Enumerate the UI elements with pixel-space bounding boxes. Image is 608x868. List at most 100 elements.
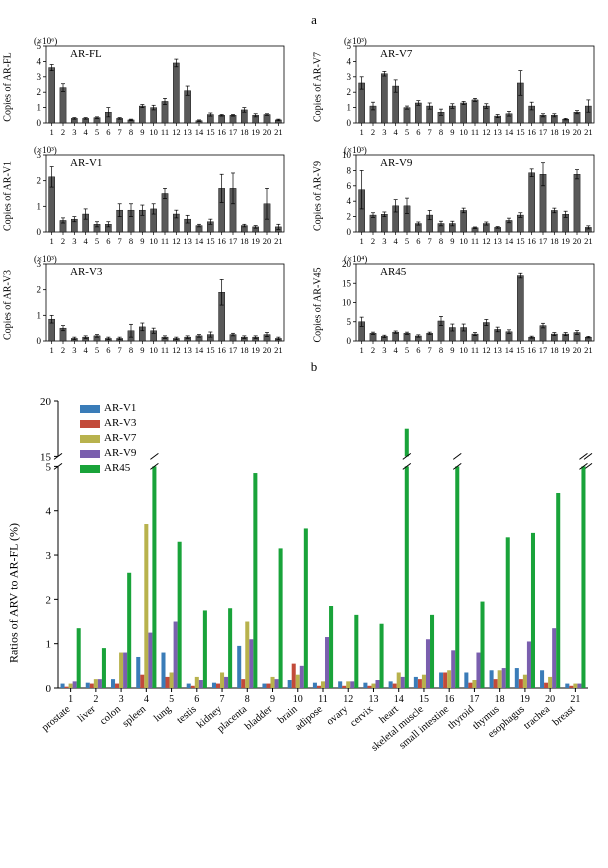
svg-text:18: 18 bbox=[550, 236, 559, 246]
svg-text:3: 3 bbox=[37, 72, 42, 82]
svg-text:16: 16 bbox=[217, 345, 226, 355]
svg-text:5: 5 bbox=[405, 127, 409, 137]
svg-text:1: 1 bbox=[37, 201, 42, 211]
svg-text:20: 20 bbox=[342, 259, 352, 269]
svg-text:15: 15 bbox=[206, 127, 215, 137]
svg-text:3: 3 bbox=[72, 236, 76, 246]
svg-text:5: 5 bbox=[347, 317, 352, 327]
svg-text:3: 3 bbox=[37, 150, 42, 160]
svg-text:13: 13 bbox=[183, 127, 192, 137]
svg-text:18: 18 bbox=[240, 345, 249, 355]
ylabel: Copies of AR-V1 bbox=[3, 161, 14, 231]
panel-b-chart: Ratios of ARV to AR-FL (%) 01234515201pr… bbox=[10, 393, 608, 793]
svg-text:adipose: adipose bbox=[293, 704, 325, 733]
svg-text:7: 7 bbox=[118, 127, 122, 137]
svg-text:17: 17 bbox=[229, 127, 238, 137]
svg-text:21: 21 bbox=[584, 127, 593, 137]
svg-text:6: 6 bbox=[416, 127, 420, 137]
svg-text:17: 17 bbox=[539, 127, 548, 137]
svg-text:4: 4 bbox=[347, 56, 352, 66]
svg-text:5: 5 bbox=[405, 236, 409, 246]
svg-text:10: 10 bbox=[459, 236, 468, 246]
svg-text:1: 1 bbox=[347, 103, 352, 113]
subplot-title: AR-FL bbox=[70, 48, 102, 60]
svg-text:20: 20 bbox=[545, 694, 555, 705]
svg-text:14: 14 bbox=[195, 127, 204, 137]
svg-text:5: 5 bbox=[37, 41, 42, 51]
svg-text:6: 6 bbox=[106, 236, 110, 246]
svg-text:0: 0 bbox=[347, 336, 352, 346]
svg-text:6: 6 bbox=[106, 345, 110, 355]
svg-text:21: 21 bbox=[274, 345, 283, 355]
svg-text:10: 10 bbox=[342, 298, 352, 308]
svg-text:4: 4 bbox=[84, 127, 89, 137]
svg-text:cervix: cervix bbox=[348, 703, 376, 729]
svg-text:bladder: bladder bbox=[243, 704, 275, 733]
svg-text:5: 5 bbox=[95, 345, 99, 355]
svg-text:12: 12 bbox=[172, 345, 181, 355]
svg-text:3: 3 bbox=[72, 345, 76, 355]
svg-text:0: 0 bbox=[37, 227, 42, 237]
svg-text:7: 7 bbox=[428, 345, 432, 355]
svg-text:1: 1 bbox=[360, 345, 364, 355]
svg-text:trachea: trachea bbox=[522, 704, 553, 732]
svg-text:20: 20 bbox=[573, 345, 582, 355]
svg-text:2: 2 bbox=[93, 694, 98, 705]
svg-text:19: 19 bbox=[561, 236, 570, 246]
svg-text:11: 11 bbox=[471, 345, 479, 355]
svg-text:18: 18 bbox=[495, 694, 505, 705]
svg-text:15: 15 bbox=[419, 694, 429, 705]
svg-text:6: 6 bbox=[194, 694, 199, 705]
svg-text:2: 2 bbox=[37, 176, 42, 186]
svg-text:6: 6 bbox=[416, 236, 420, 246]
svg-text:20: 20 bbox=[40, 396, 52, 408]
svg-text:10: 10 bbox=[459, 345, 468, 355]
svg-text:18: 18 bbox=[550, 127, 559, 137]
svg-text:7: 7 bbox=[220, 694, 225, 705]
panel-a-label: a bbox=[10, 12, 608, 28]
svg-text:lung: lung bbox=[152, 703, 174, 724]
svg-text:18: 18 bbox=[550, 345, 559, 355]
svg-text:17: 17 bbox=[539, 236, 548, 246]
svg-text:0: 0 bbox=[46, 683, 52, 695]
svg-text:16: 16 bbox=[217, 127, 226, 137]
svg-text:10: 10 bbox=[149, 236, 158, 246]
svg-text:4: 4 bbox=[394, 345, 399, 355]
svg-text:1: 1 bbox=[360, 236, 364, 246]
panel-a-grid: Copies of AR-FLAR-FL(×10⁶)01234512345678… bbox=[10, 34, 608, 357]
svg-text:2: 2 bbox=[37, 285, 42, 295]
svg-text:4: 4 bbox=[144, 694, 149, 705]
svg-text:0: 0 bbox=[37, 336, 42, 346]
subplot-title: AR-V7 bbox=[380, 48, 412, 60]
svg-text:12: 12 bbox=[482, 345, 491, 355]
svg-text:ovary: ovary bbox=[325, 703, 351, 727]
svg-text:3: 3 bbox=[72, 127, 76, 137]
svg-text:11: 11 bbox=[471, 127, 479, 137]
svg-text:1: 1 bbox=[68, 694, 73, 705]
svg-text:5: 5 bbox=[347, 41, 352, 51]
svg-text:11: 11 bbox=[161, 345, 169, 355]
svg-text:15: 15 bbox=[342, 278, 352, 288]
svg-text:19: 19 bbox=[251, 127, 260, 137]
svg-text:1: 1 bbox=[37, 103, 42, 113]
subplot-title: AR45 bbox=[380, 266, 406, 278]
svg-text:9: 9 bbox=[140, 236, 144, 246]
svg-text:2: 2 bbox=[347, 212, 352, 222]
svg-text:4: 4 bbox=[347, 196, 352, 206]
svg-text:16: 16 bbox=[527, 345, 536, 355]
svg-text:8: 8 bbox=[129, 236, 133, 246]
svg-text:19: 19 bbox=[251, 345, 260, 355]
panel-b-label: b bbox=[10, 359, 608, 375]
panel-b: AR-V1AR-V3AR-V7AR-V9AR45 Ratios of ARV t… bbox=[10, 393, 608, 793]
svg-text:19: 19 bbox=[520, 694, 530, 705]
subplot-ar-v9: Copies of AR-V9AR-V9(×10³)02468101234567… bbox=[320, 143, 608, 248]
svg-text:9: 9 bbox=[140, 345, 144, 355]
svg-text:2: 2 bbox=[371, 236, 375, 246]
svg-text:12: 12 bbox=[172, 236, 181, 246]
subplot-ar-v7: Copies of AR-V7AR-V7(×10³)01234512345678… bbox=[320, 34, 608, 139]
svg-text:21: 21 bbox=[274, 127, 283, 137]
svg-text:4: 4 bbox=[84, 345, 89, 355]
svg-text:14: 14 bbox=[394, 694, 404, 705]
svg-text:13: 13 bbox=[493, 345, 502, 355]
svg-text:4: 4 bbox=[46, 506, 52, 518]
